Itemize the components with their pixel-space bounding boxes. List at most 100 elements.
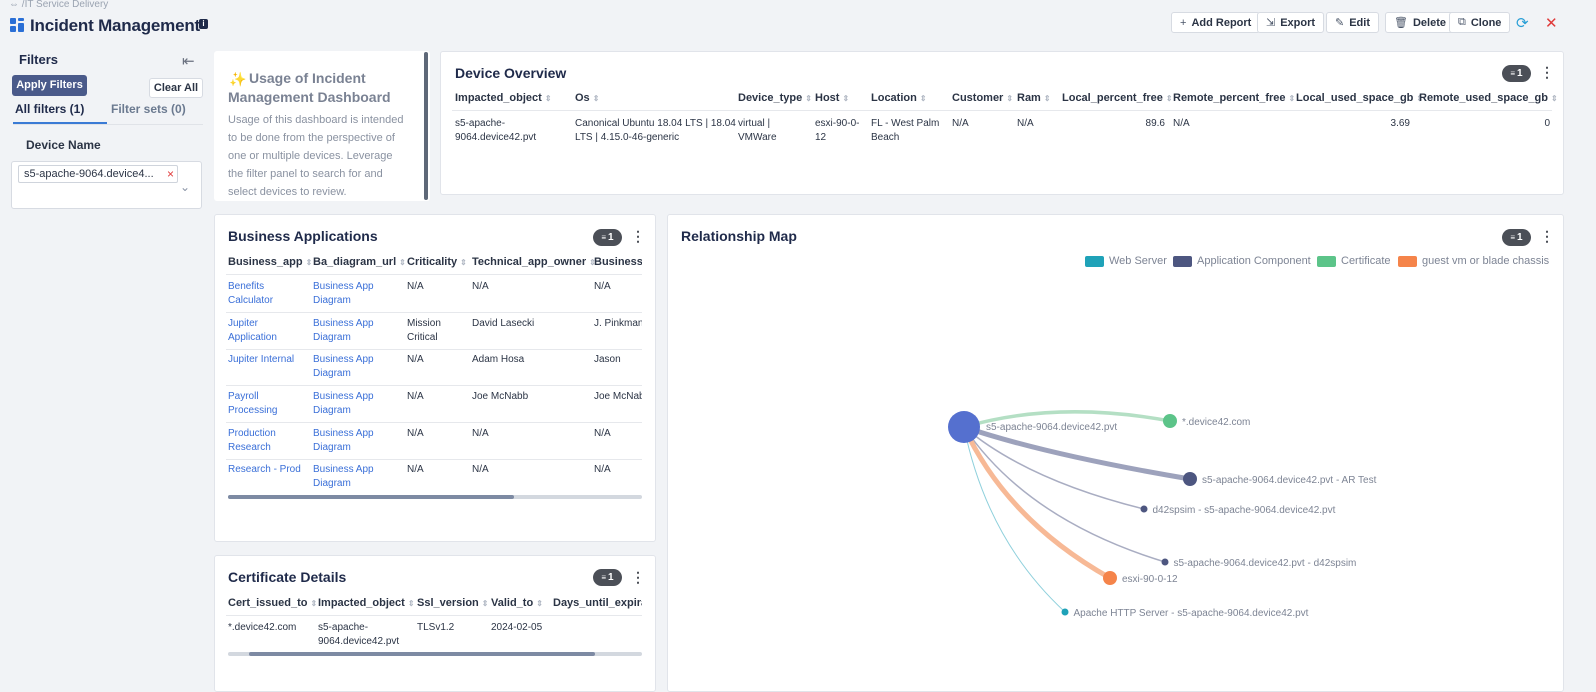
column-header[interactable]: Device_type ⇕ — [738, 92, 812, 104]
close-icon[interactable]: ✕ — [1545, 15, 1558, 32]
table-link[interactable]: Production Research — [228, 428, 276, 453]
table-link[interactable]: Business App Diagram — [313, 464, 374, 489]
more-options-icon[interactable]: ⋮ — [631, 569, 645, 585]
graph-node[interactable] — [1140, 505, 1148, 513]
sort-icon[interactable]: ⇕ — [536, 599, 543, 608]
plus-icon: + — [1180, 16, 1187, 29]
sort-icon[interactable]: ⇕ — [589, 258, 596, 267]
remove-chip-icon[interactable]: × — [167, 167, 175, 181]
column-header[interactable]: Location ⇕ — [871, 92, 927, 104]
column-header[interactable]: Business_app ⇕ — [228, 256, 313, 268]
column-header[interactable]: Business_ — [594, 256, 642, 268]
sort-icon[interactable]: ⇕ — [481, 599, 489, 608]
info-icon[interactable]: i — [199, 19, 208, 29]
sort-icon[interactable]: ⇕ — [805, 94, 812, 103]
graph-node[interactable] — [1103, 571, 1117, 585]
edit-button[interactable]: ✎ Edit — [1326, 12, 1379, 33]
chevron-down-icon[interactable]: ⌄ — [180, 180, 191, 194]
apply-filters-button[interactable]: Apply Filters — [12, 75, 87, 96]
sort-icon[interactable]: ⇕ — [1288, 94, 1296, 103]
column-header[interactable]: Host ⇕ — [815, 92, 850, 104]
column-header[interactable]: Technical_app_owner ⇕ — [472, 256, 596, 268]
sort-icon[interactable]: ⇕ — [1043, 94, 1051, 103]
center-node[interactable] — [948, 411, 980, 443]
table-link[interactable]: Jupiter Internal — [228, 354, 295, 365]
legend-label[interactable]: Application Component — [1197, 255, 1311, 267]
table-link[interactable]: Research - Prod — [228, 464, 301, 475]
scrollbar[interactable] — [424, 52, 428, 200]
clone-button[interactable]: ⧉ Clone — [1449, 12, 1511, 33]
graph-node[interactable] — [1061, 608, 1069, 616]
more-options-icon[interactable]: ⋮ — [1540, 228, 1554, 244]
table-link[interactable]: Benefits Calculator — [228, 281, 274, 306]
sort-icon[interactable]: ⇕ — [1006, 94, 1014, 103]
table-link[interactable]: Business App Diagram — [313, 318, 374, 343]
sort-icon[interactable]: ⇕ — [407, 599, 415, 608]
sort-icon[interactable]: ⇕ — [1551, 94, 1558, 103]
table-link[interactable]: Business App Diagram — [313, 428, 374, 453]
table-link[interactable]: Business App Diagram — [313, 354, 374, 379]
tab-all-filters[interactable]: All filters (1) — [15, 102, 85, 116]
sort-icon[interactable]: ⇕ — [305, 258, 313, 267]
column-header[interactable]: Os ⇕ — [575, 92, 600, 104]
export-button[interactable]: ⇲ Export — [1257, 12, 1325, 33]
refresh-icon[interactable]: ⟳ — [1516, 15, 1529, 32]
scroll-thumb[interactable] — [249, 652, 595, 656]
sort-icon[interactable]: ⇕ — [544, 94, 552, 103]
column-header[interactable]: Impacted_object ⇕ — [455, 92, 552, 104]
add-report-button[interactable]: + Add Report — [1171, 12, 1261, 33]
breadcrumb[interactable]: ⇔ /IT Service Delivery — [9, 0, 109, 10]
sort-icon[interactable]: ⇕ — [310, 599, 318, 608]
legend-label[interactable]: Web Server — [1109, 255, 1167, 267]
more-options-icon[interactable]: ⋮ — [631, 228, 645, 244]
table-link[interactable]: Payroll Processing — [228, 391, 278, 416]
sort-icon[interactable]: ⇕ — [1416, 94, 1424, 103]
filter-count-badge[interactable]: ≡ 1 — [593, 569, 622, 586]
column-header[interactable]: Cert_issued_to ⇕ — [228, 597, 318, 609]
column-header[interactable]: Valid_to ⇕ — [491, 597, 543, 609]
sort-icon[interactable]: ⇕ — [460, 258, 467, 267]
sort-icon[interactable]: ⇕ — [592, 94, 600, 103]
column-header[interactable]: Local_used_space_gb ⇕ — [1296, 92, 1424, 104]
graph-node[interactable] — [1183, 472, 1197, 486]
legend-label[interactable]: Certificate — [1341, 255, 1391, 267]
column-header[interactable]: Ram ⇕ — [1017, 92, 1051, 104]
column-header[interactable]: Ba_diagram_url ⇕ — [313, 256, 406, 268]
graph-node[interactable] — [1161, 558, 1169, 566]
filter-count-badge[interactable]: ≡ 1 — [1502, 65, 1531, 82]
graph-node-label: s5-apache-9064.device42.pvt - AR Test — [1202, 475, 1377, 486]
relationship-edge — [963, 426, 1145, 510]
column-header[interactable]: Customer ⇕ — [952, 92, 1014, 104]
sort-icon[interactable]: ⇕ — [842, 94, 850, 103]
legend-swatch — [1317, 256, 1336, 267]
column-header[interactable]: Remote_percent_free ⇕ — [1173, 92, 1296, 104]
sort-icon[interactable]: ⇕ — [399, 258, 406, 267]
filter-count-badge[interactable]: ≡ 1 — [593, 229, 622, 246]
table-link[interactable]: Jupiter Application — [228, 318, 277, 343]
filter-count-badge[interactable]: ≡ 1 — [1502, 229, 1531, 246]
graph-node-label: s5-apache-9064.device42.pvt - d42spsim — [1174, 558, 1357, 569]
sort-icon[interactable]: ⇕ — [919, 94, 927, 103]
sort-icon[interactable]: ⇕ — [1165, 94, 1173, 103]
more-options-icon[interactable]: ⋮ — [1540, 64, 1554, 80]
table-link[interactable]: Business App Diagram — [313, 281, 374, 306]
relationship-graph[interactable]: *.device42.com s5-apache-9064.device42.pv… — [667, 280, 1564, 680]
delete-button[interactable]: 🗑 Delete — [1385, 12, 1455, 33]
column-header[interactable]: Impacted_object ⇕ — [318, 597, 415, 609]
table-cell: N/A — [472, 464, 489, 475]
graph-node[interactable] — [1163, 414, 1177, 428]
column-header[interactable]: Criticality ⇕ — [407, 256, 467, 268]
device-name-select[interactable] — [11, 161, 202, 209]
tab-filter-sets[interactable]: Filter sets (0) — [111, 102, 186, 116]
legend-label[interactable]: guest vm or blade chassis — [1422, 255, 1550, 267]
column-header[interactable]: Ssl_version ⇕ — [417, 597, 489, 609]
column-header[interactable]: Days_until_expirat — [553, 597, 642, 609]
clear-all-button[interactable]: Clear All — [149, 78, 203, 98]
column-header[interactable]: Remote_used_space_gb ⇕ — [1419, 92, 1558, 104]
table-link[interactable]: Business App Diagram — [313, 391, 374, 416]
table-cell: N/A — [472, 428, 489, 439]
column-header[interactable]: Local_percent_free ⇕ — [1062, 92, 1173, 104]
business-apps-panel — [214, 214, 656, 542]
scroll-thumb[interactable] — [228, 495, 514, 499]
collapse-panel-icon[interactable]: ⇤ — [182, 53, 195, 70]
